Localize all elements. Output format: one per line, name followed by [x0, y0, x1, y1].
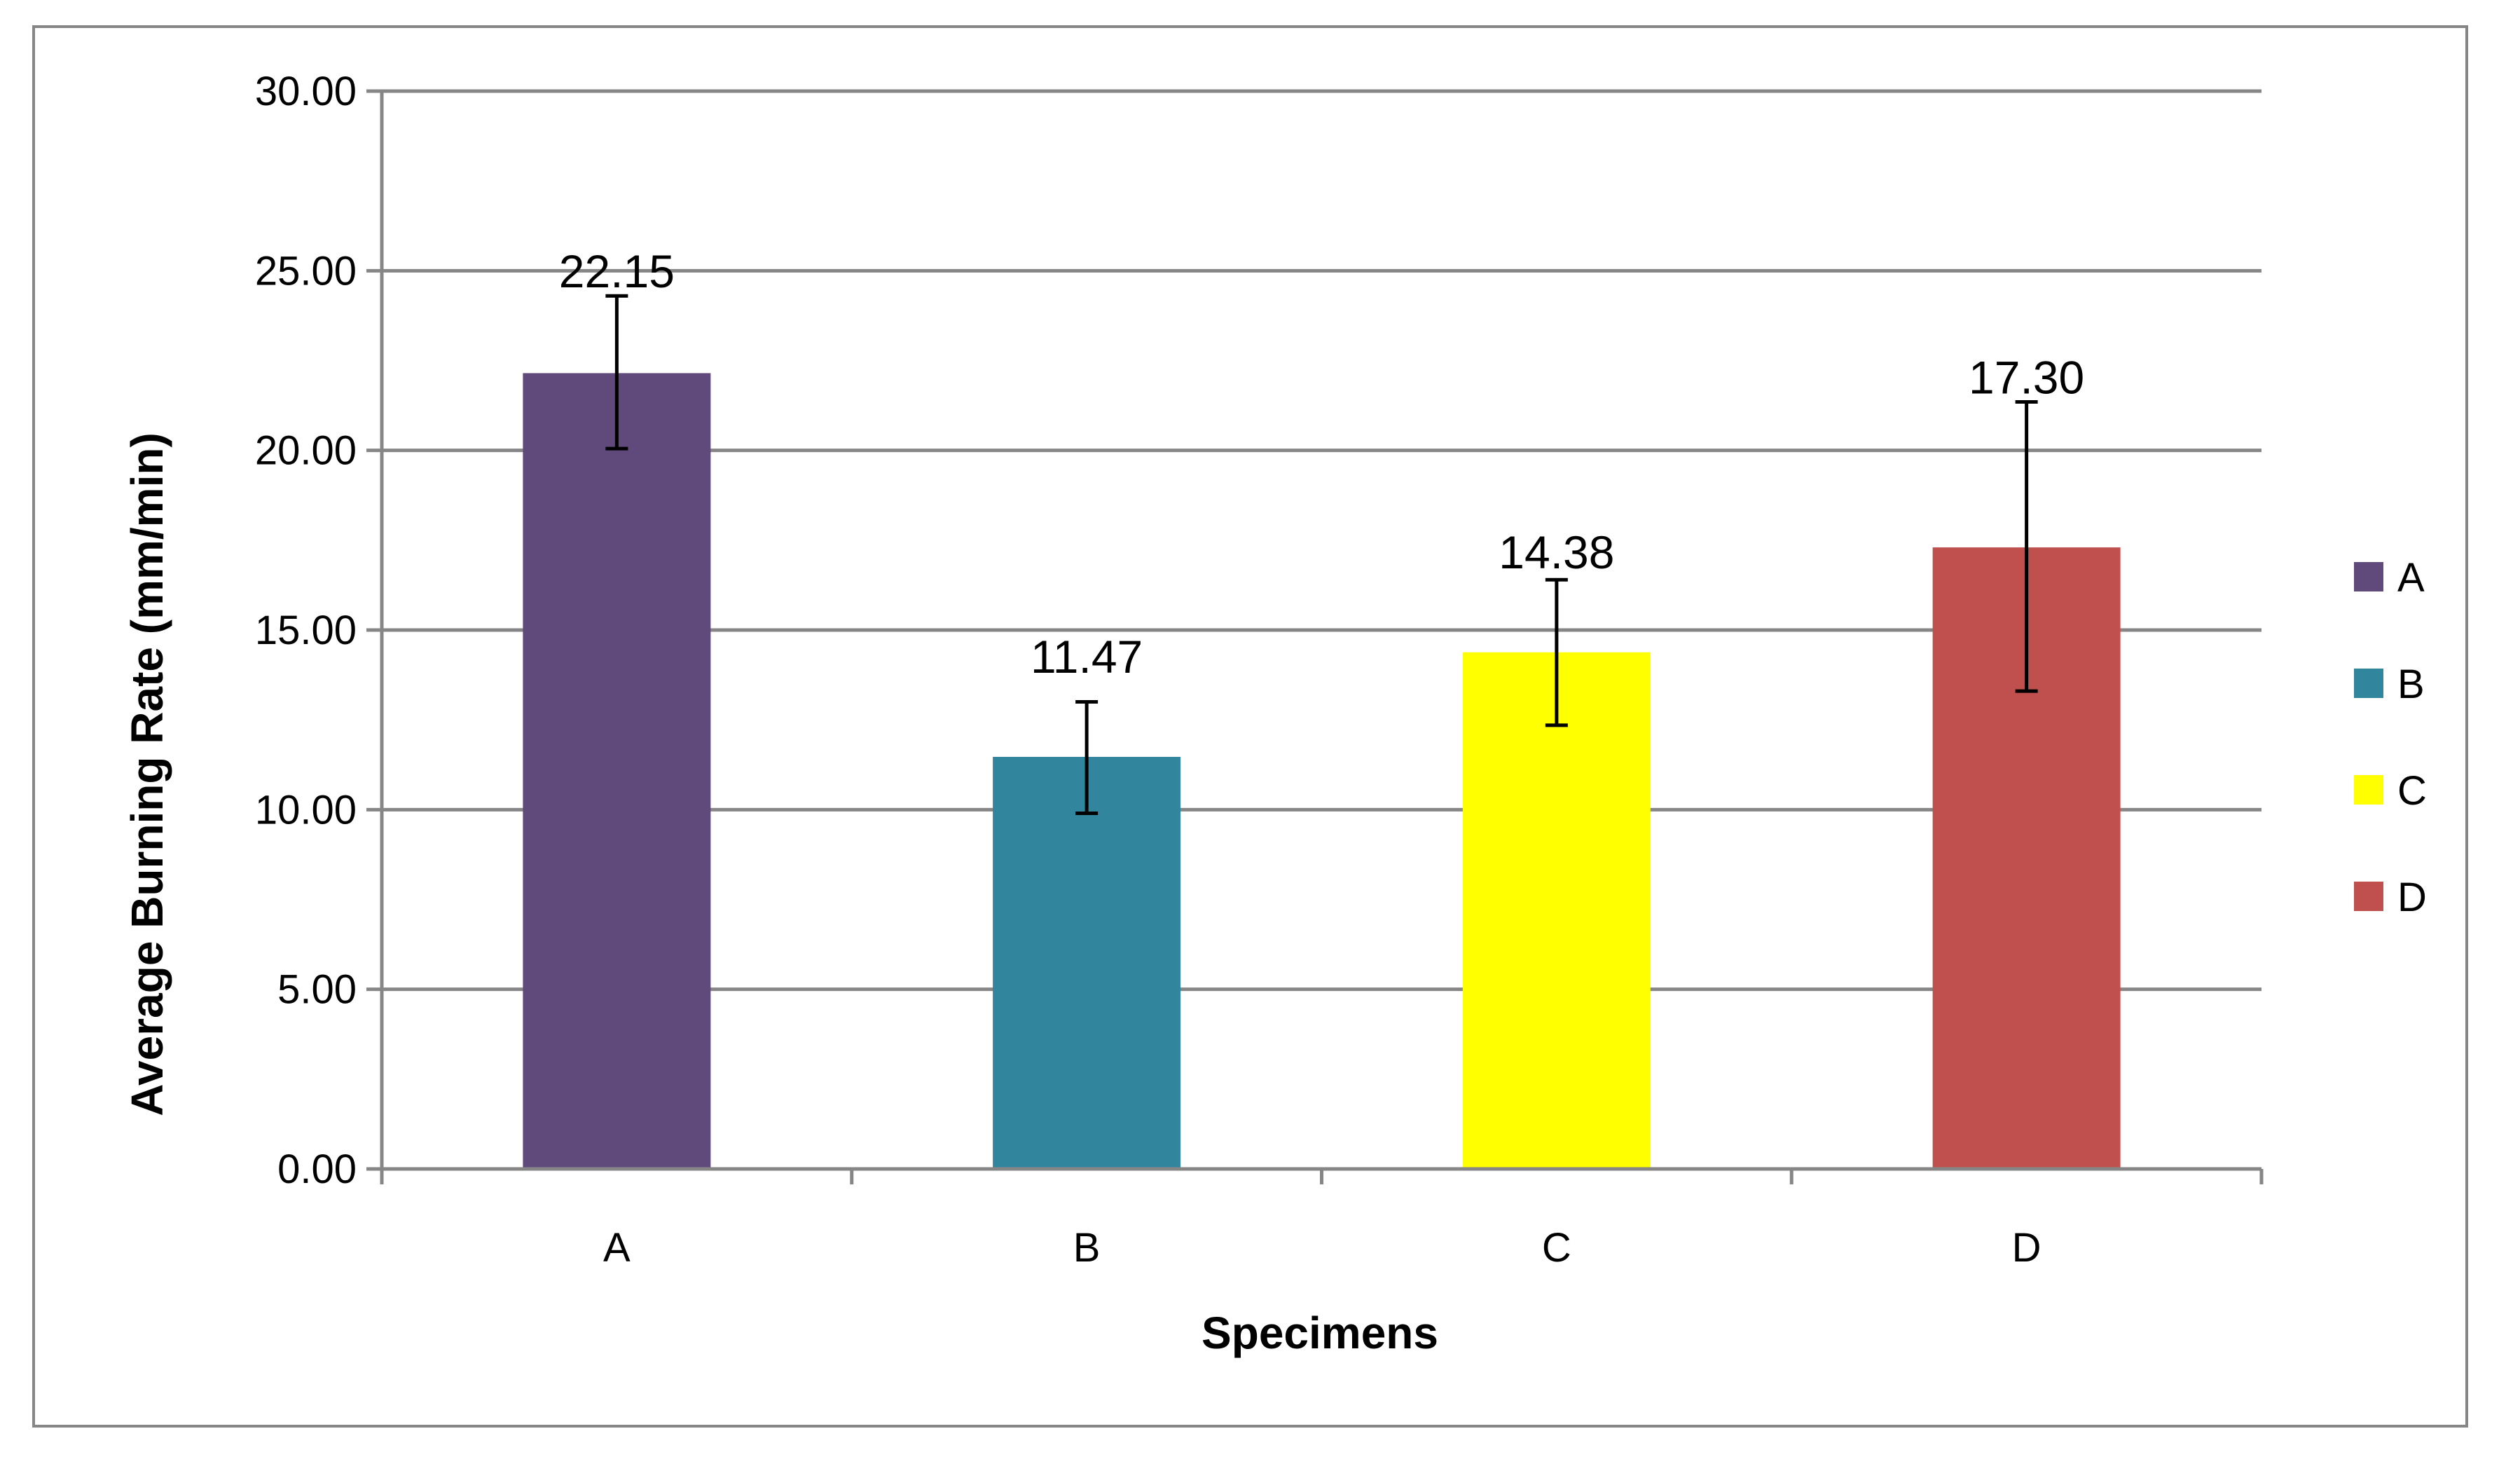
legend-label: B	[2397, 662, 2425, 707]
bar-a	[523, 373, 711, 1169]
legend-swatch-d	[2354, 882, 2383, 911]
y-tick-label: 30.00	[255, 69, 357, 114]
legend-label: A	[2397, 555, 2425, 601]
data-label: 17.30	[1969, 351, 2084, 403]
data-label: 22.15	[559, 245, 675, 297]
x-tick-label: D	[2012, 1225, 2042, 1271]
y-tick-label: 25.00	[255, 248, 357, 294]
y-tick-label: 5.00	[277, 967, 357, 1013]
y-axis-title: Average Burning Rate (mm/min)	[122, 432, 172, 1116]
legend-label: C	[2397, 768, 2427, 814]
data-labels: 22.15 11.47 14.38 17.30	[559, 245, 2084, 683]
bar-c	[1462, 652, 1651, 1169]
legend-swatch-a	[2354, 562, 2383, 591]
data-label: 11.47	[1031, 631, 1143, 683]
y-tick-label: 15.00	[255, 608, 357, 653]
legend-swatch-b	[2354, 669, 2383, 698]
y-tick-label: 20.00	[255, 428, 357, 474]
error-bars	[605, 294, 2038, 815]
x-tick-label: A	[603, 1225, 631, 1271]
data-label: 14.38	[1499, 526, 1614, 578]
bar-b	[993, 756, 1181, 1169]
x-tick-label: B	[1073, 1225, 1101, 1271]
y-tick-label: 10.00	[255, 787, 357, 833]
bars	[523, 373, 2121, 1169]
legend-label: D	[2397, 875, 2427, 920]
legend-swatch-c	[2354, 775, 2383, 805]
axes: 0.00 5.00 10.00 15.00 20.00 25.00 30.00 A B C D	[255, 69, 2264, 1271]
x-axis-title: Specimens	[1202, 1308, 1438, 1358]
x-tick-label: C	[1542, 1225, 1571, 1271]
y-tick-label: 0.00	[277, 1147, 357, 1192]
legend: A B C D	[2354, 555, 2427, 920]
